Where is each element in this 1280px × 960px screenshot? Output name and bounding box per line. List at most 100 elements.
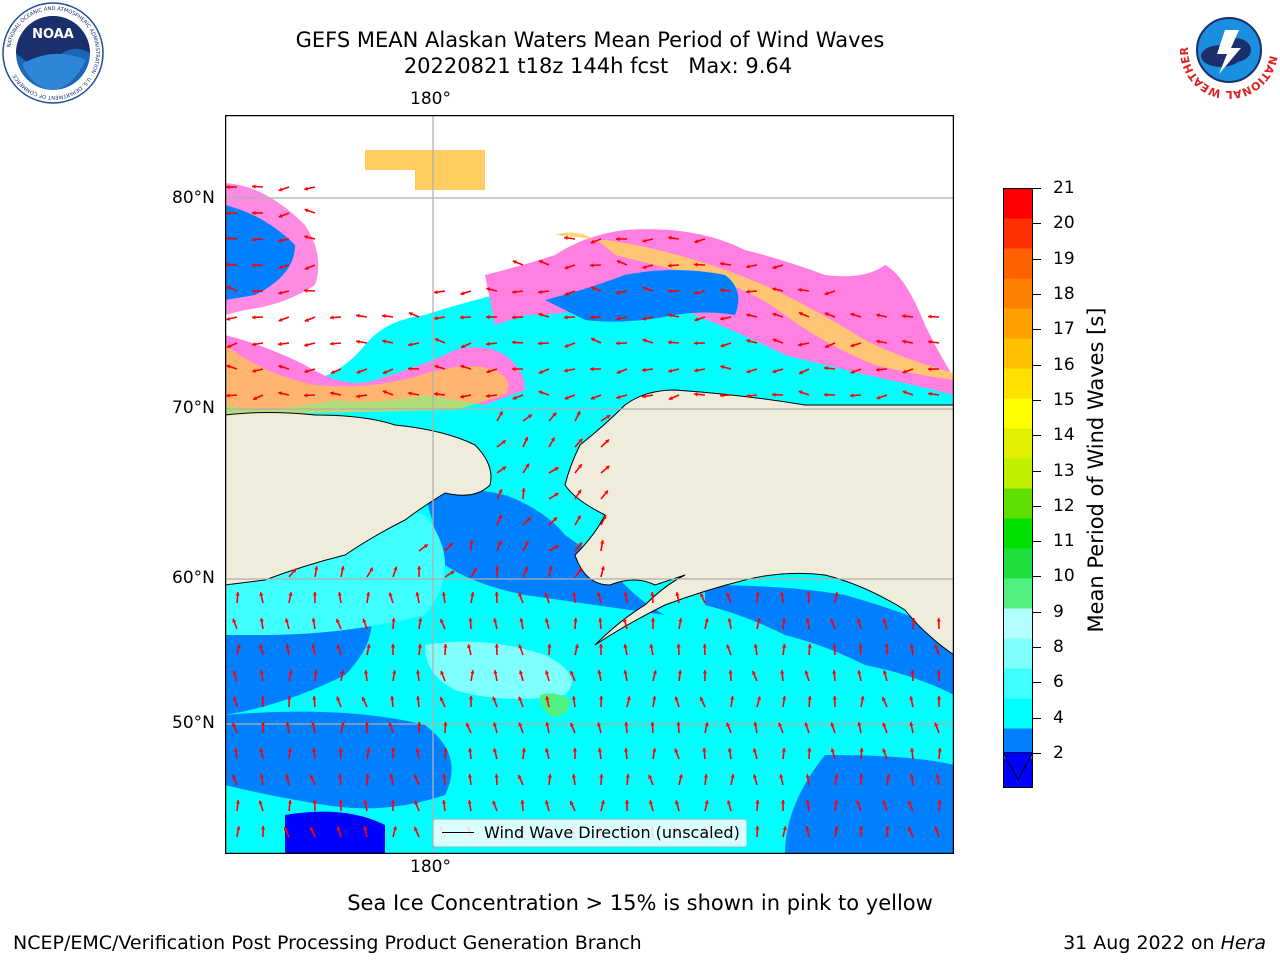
- wind-arrow-head: [314, 566, 319, 570]
- wind-arrow-head: [388, 592, 393, 597]
- wind-arrow-head: [616, 369, 621, 374]
- wind-arrow-head: [649, 644, 654, 648]
- wind-arrow-head: [460, 394, 464, 399]
- wind-arrow-head: [782, 696, 787, 700]
- wind-arrow-head: [417, 566, 422, 570]
- wind-arrow-head: [414, 774, 418, 779]
- colorbar-tick-mark: [1033, 258, 1041, 260]
- wind-arrow-head: [524, 541, 529, 546]
- wind-arrow-head: [781, 644, 787, 648]
- wind-arrow-head: [252, 315, 256, 320]
- wind-arrow-head: [856, 618, 861, 623]
- footer-left: NCEP/EMC/Verification Post Processing Pr…: [13, 932, 642, 954]
- footer-host: Hera: [1220, 932, 1266, 954]
- ice-edge-blue: [225, 205, 295, 300]
- wind-arrow-head: [538, 341, 542, 346]
- wind-arrow-head: [252, 289, 256, 294]
- colorbar-tick-mark: [1033, 717, 1041, 719]
- wind-arrow-head: [623, 670, 628, 674]
- wind-arrow-head: [704, 618, 709, 622]
- wind-arrow-head: [415, 592, 420, 596]
- wind-arrow-head: [569, 801, 574, 805]
- wind-arrow-head: [226, 262, 230, 267]
- colorbar-segment: [1003, 548, 1033, 579]
- wind-arrow-head: [278, 238, 282, 243]
- wind-arrow-head: [597, 748, 603, 752]
- wind-arrow-head: [443, 722, 448, 726]
- wind-arrow-head: [578, 542, 582, 547]
- wind-arrow-head: [440, 670, 445, 675]
- wind-arrow-head: [538, 289, 542, 295]
- wind-arrow-head: [702, 644, 707, 648]
- wind-arrow-head: [498, 411, 503, 416]
- wind-arrow-head: [545, 722, 550, 726]
- wind-arrow-head: [881, 697, 886, 701]
- wind-arrow-head: [616, 290, 621, 295]
- wind-arrow-head: [778, 722, 783, 727]
- colorbar-segment: [1003, 608, 1033, 639]
- wind-arrow-head: [755, 826, 760, 830]
- wind-arrow-head: [524, 437, 529, 441]
- colorbar-tick-label: 21: [1053, 178, 1075, 198]
- wind-arrow-head: [258, 800, 263, 805]
- wind-arrow-head: [694, 341, 698, 346]
- wind-arrow-head: [434, 290, 438, 295]
- wind-arrow-head: [598, 644, 604, 648]
- wind-arrow-head: [652, 670, 657, 675]
- colorbar-segment: [1003, 698, 1033, 729]
- wind-arrow-head: [440, 618, 444, 623]
- wind-arrow-head: [675, 592, 680, 596]
- colorbar-segment: [1003, 668, 1033, 699]
- wind-arrow-head: [338, 800, 343, 804]
- colorbar-tick-mark: [1033, 647, 1041, 649]
- wind-arrow-head: [910, 670, 915, 674]
- wind-arrow-head: [902, 369, 907, 374]
- period-band-2-4: [705, 585, 954, 695]
- wind-arrow-head: [304, 342, 309, 347]
- wind-arrow-head: [642, 265, 647, 270]
- wind-arrow-head: [486, 341, 490, 347]
- wind-arrow-head: [780, 592, 785, 596]
- wind-arrow-head: [434, 338, 439, 342]
- legend-line-icon: [442, 832, 474, 833]
- wind-arrow-head: [390, 644, 396, 648]
- wind-arrow-head: [578, 464, 582, 469]
- wind-arrow-head: [834, 826, 839, 830]
- wind-arrow-head: [390, 696, 395, 700]
- wind-arrow-head: [311, 618, 316, 622]
- wind-arrow-head: [356, 313, 360, 318]
- wind-arrow-head: [460, 315, 464, 320]
- sea-ice-region: [555, 232, 954, 380]
- wind-arrow-head: [468, 696, 474, 700]
- wind-arrow-head: [600, 540, 605, 544]
- wind-arrow-head: [859, 748, 864, 752]
- colorbar-tick-label: 11: [1053, 531, 1075, 552]
- wind-arrow-head: [885, 826, 890, 830]
- wind-arrow-head: [677, 670, 683, 674]
- wind-arrow-head: [252, 342, 256, 347]
- wind-arrow-head: [564, 368, 568, 373]
- wind-arrow-head: [564, 315, 568, 320]
- wind-arrow-head: [805, 774, 810, 778]
- wind-arrow-head: [590, 395, 595, 400]
- wind-arrow-head: [616, 260, 621, 264]
- wind-arrow-head: [467, 800, 472, 804]
- wind-arrow-head: [538, 260, 543, 264]
- wind-arrow-head: [493, 748, 498, 753]
- wind-arrow-head: [340, 566, 345, 570]
- wind-arrow-head: [467, 774, 473, 778]
- colorbar-segment: [1003, 368, 1033, 399]
- wind-arrow-head: [330, 315, 334, 320]
- wind-arrow-head: [623, 592, 628, 596]
- wind-arrow-head: [521, 748, 526, 752]
- wind-arrow-head: [492, 800, 497, 805]
- wind-arrow-head: [642, 338, 647, 343]
- colorbar-tick-label: 10: [1053, 566, 1075, 587]
- wind-arrow-head: [493, 618, 498, 623]
- wind-arrow-head: [882, 670, 888, 675]
- wind-arrow-head: [518, 592, 523, 597]
- colorbar-tick-mark: [1033, 188, 1041, 189]
- wind-arrow-head: [652, 748, 657, 752]
- wind-arrow-head: [937, 748, 942, 752]
- wind-arrow-head: [259, 748, 264, 752]
